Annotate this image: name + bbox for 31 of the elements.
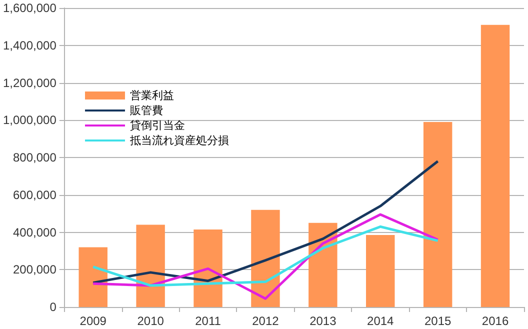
y-tick-label: 1,400,000 [2,38,57,52]
legend-label: 販管費 [130,104,163,117]
x-tick-label: 2013 [310,314,337,328]
bar [251,210,280,307]
bar [480,24,510,307]
legend-label: 抵当流れ資産処分損 [129,134,229,147]
y-tick-label: 1,600,000 [2,1,57,15]
x-tick-label: 2012 [252,314,280,328]
bar [423,122,452,307]
legend-label: 営業利益 [130,89,174,102]
bar [366,235,395,307]
x-tick-label: 2009 [80,314,107,328]
y-tick-label: 1,000,000 [2,113,57,128]
y-tick-label: 1,200,000 [2,76,57,90]
line-series [92,225,440,287]
x-tick-label: 2016 [482,314,509,328]
legend-label: 貸倒引当金 [130,119,185,132]
x-tick-label: 2010 [137,314,164,328]
y-tick-label: 200,000 [12,262,57,277]
y-tick-label: 0 [50,300,57,314]
y-tick-label: 800,000 [12,150,57,164]
bar [308,222,338,307]
bar [136,224,165,307]
x-tick-label: 2015 [424,314,452,328]
line-series [92,213,440,300]
x-tick-label: 2014 [367,314,394,328]
bar [78,247,108,307]
x-tick-label: 2011 [195,314,222,328]
y-tick-label: 400,000 [12,225,57,240]
line-series [92,160,440,284]
y-tick-label: 600,000 [12,188,57,202]
